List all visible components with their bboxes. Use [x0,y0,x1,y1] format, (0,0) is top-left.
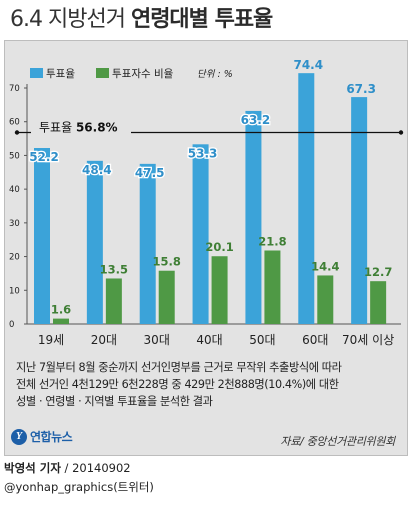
reference-line-label: 투표율 56.8% [39,121,118,135]
chart-title: 6.4 지방선거 연령대별 투표율 [10,2,273,38]
source-note: 자료/ 중앙선거관리위원회 [280,435,395,448]
chart-panel: 0 10 20 30 40 50 60 70 투표율 투표자수 비율 단위 : % 52.2 1.6 19… [4,40,408,456]
y-tick-label: 10 [9,286,20,296]
bar-voter-share [370,281,387,324]
bar-voter-share [317,275,334,324]
bar-turnout [351,97,368,324]
yonhap-logo-icon: Y [11,428,27,445]
title-prefix: 6.4 지방선거 [10,7,126,32]
reference-line-end-dot [398,130,404,135]
data-label-turnout: 52.2 [29,150,59,164]
x-tick-label: 40대 [196,333,222,347]
data-label-voter-share: 21.8 [258,235,286,249]
legend-swatch-voter-share [96,68,109,78]
y-tick-label: 60 [9,118,20,128]
data-label-turnout: 74.4 [293,58,323,72]
legend-label-voter-share: 투표자수 비율 [112,68,174,80]
bar-turnout [34,148,50,324]
data-label-turnout: 67.3 [346,82,376,96]
y-tick-label: 0 [9,320,14,330]
x-tick-label: 50대 [249,333,275,347]
data-label-voter-share: 12.7 [364,265,392,279]
data-label-voter-share: 14.4 [311,259,339,273]
bar-voter-share [105,278,122,324]
bar-voter-share [158,270,175,324]
footnote-line-2: 전체 선거인 4천129만 6천228명 중 429만 2천888명(10.4%… [16,378,339,391]
bar-turnout [298,73,315,324]
x-tick-label: 20대 [91,333,117,347]
x-tick-label: 30대 [144,333,170,347]
bar-voter-share [53,318,69,324]
y-tick-label: 40 [9,185,20,195]
footnote-line-3: 성별 · 연령별 · 지역별 투표율을 분석한 결과 [16,395,213,408]
bar-turnout [86,160,103,324]
y-tick-label: 20 [9,253,20,263]
y-tick-label: 70 [9,84,20,94]
byline-date: / 20140902 [60,461,131,475]
yonhap-logo-text: 연합뉴스 [30,430,73,444]
byline-author: 박영석 기자 [4,461,61,475]
bar-turnout [192,144,209,324]
data-label-turnout: 47.5 [135,166,165,180]
data-label-voter-share: 15.8 [153,255,181,269]
x-tick-label: 70세 이상 [342,333,394,347]
bar-voter-share [264,250,281,324]
bar-chart: 0 10 20 30 40 50 60 70 투표율 투표자수 비율 단위 : % 52.2 1.6 19… [9,58,404,347]
byline: 박영석 기자 / 20140902 [4,460,131,476]
data-label-turnout: 48.4 [82,163,112,177]
bar-voter-share [211,256,228,324]
x-tick-label: 60대 [302,333,328,347]
legend-label-turnout: 투표율 [46,68,75,80]
data-label-voter-share: 20.1 [205,240,233,254]
reference-line-start-dot [14,130,20,135]
legend-swatch-turnout [30,68,43,78]
data-label-voter-share: 1.6 [51,303,71,317]
footnote: 지난 7월부터 8월 중순까지 선거인명부를 근거로 무작위 추출방식에 따라 … [16,359,399,410]
reference-label-background [31,119,131,135]
title-main: 연령대별 투표율 [130,7,273,32]
data-label-turnout: 63.2 [241,113,271,127]
bar-turnout [139,163,156,324]
unit-label: 단위 : % [197,69,233,80]
data-label-voter-share: 13.5 [100,262,128,276]
yonhap-logo: Y 연합뉴스 [11,428,73,445]
x-tick-label: 19세 [38,333,64,347]
y-tick-label: 30 [9,219,20,229]
data-label-turnout: 53.3 [188,146,218,160]
footnote-line-1: 지난 7월부터 8월 중순까지 선거인명부를 근거로 무작위 추출방식에 따라 [16,361,342,374]
bar-turnout [245,110,262,324]
y-tick-label: 50 [9,151,20,161]
twitter-handle: @yonhap_graphics(트위터) [4,480,154,494]
